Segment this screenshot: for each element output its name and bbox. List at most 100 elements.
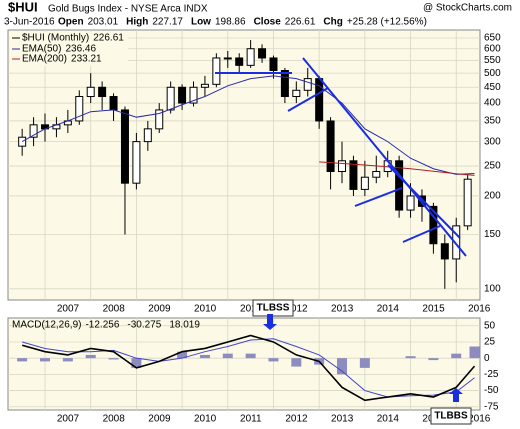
- y-tick-label: 450: [484, 82, 501, 93]
- x-tick-label: 2009: [148, 304, 171, 315]
- candle-body: [258, 48, 267, 59]
- x-tick-label: 2016: [468, 304, 491, 315]
- candle-body: [326, 120, 335, 173]
- annotation: TLBSS: [257, 303, 290, 314]
- y-tick-label: 100: [484, 283, 501, 294]
- ema-line: [319, 161, 475, 176]
- candle-body: [120, 109, 129, 184]
- y-tick-label: -25: [484, 369, 499, 380]
- histogram-bar: [428, 358, 439, 361]
- histogram-bar: [359, 358, 370, 368]
- x-tick-label: 2007: [57, 414, 80, 425]
- histogram-bar: [40, 358, 51, 362]
- histogram-bar: [62, 358, 73, 362]
- stat-value: +25.28 (+12.56%): [347, 17, 427, 28]
- stat-label: Chg: [323, 17, 342, 28]
- x-tick-label: 2011: [240, 304, 262, 315]
- x-tick-label: 2010: [194, 304, 217, 315]
- stat-value: 226.61: [285, 17, 316, 28]
- y-tick-label: 400: [484, 98, 501, 109]
- histogram-bar: [108, 358, 119, 360]
- chart-title: $HUI: [8, 0, 38, 14]
- candle-body: [452, 225, 461, 260]
- x-tick-label: 2010: [194, 414, 217, 425]
- y-tick-label: 50: [484, 320, 496, 331]
- histogram-bar: [469, 346, 480, 359]
- x-tick-label: 2012: [285, 304, 308, 315]
- histogram-bar: [131, 358, 142, 368]
- candle-body: [200, 83, 209, 88]
- legend-value: 236.46: [65, 44, 96, 55]
- trend-line: [402, 225, 441, 243]
- candle-body: [86, 86, 95, 98]
- candle-body: [189, 86, 198, 104]
- candle-body: [406, 195, 415, 211]
- histogram-bar: [199, 354, 210, 359]
- trend-line: [354, 187, 403, 207]
- candle-body: [29, 124, 38, 138]
- x-tick-label: 2016: [468, 414, 491, 425]
- x-tick-label: 2008: [103, 414, 126, 425]
- candle-body: [109, 96, 118, 111]
- candle-body: [395, 160, 404, 211]
- annotation-arrow: [263, 314, 277, 330]
- legend-value: 233.21: [71, 54, 102, 65]
- candle-body: [360, 176, 369, 190]
- histogram-bar: [291, 358, 302, 367]
- histogram-bar: [451, 353, 462, 359]
- histogram-bar: [177, 351, 188, 359]
- annotation: TLBBS: [434, 411, 468, 422]
- x-tick-label: 2011: [240, 414, 262, 425]
- legend-value: -30.275: [127, 320, 161, 331]
- stat-label: Open: [58, 17, 84, 28]
- legend-value: 226.61: [93, 33, 124, 44]
- y-tick-label: 250: [484, 161, 501, 172]
- y-tick-label: 350: [484, 116, 501, 127]
- x-tick-label: 2013: [331, 414, 354, 425]
- candle-body: [155, 109, 164, 130]
- macd-panel: 50 25 0 -25 -50 -75 2007 2008 2009 2010 2011 2012 20…: [7, 299, 499, 425]
- x-tick-label: 2008: [103, 304, 126, 315]
- candle-body: [223, 57, 232, 60]
- candle-body: [440, 243, 449, 260]
- candle-body: [98, 86, 107, 98]
- candle-body: [280, 70, 289, 98]
- y-tick-label: 650: [484, 33, 501, 44]
- stats: Open 203.01 High 227.17 Low 198.86 Close 226.61…: [58, 17, 427, 28]
- x-tick-label: 2009: [148, 414, 171, 425]
- legend-label: $HUI (Monthly): [22, 33, 89, 44]
- x-tick-label: 2012: [285, 414, 308, 425]
- candle-body: [246, 48, 255, 66]
- histogram-bar: [17, 358, 28, 362]
- legend-value: -12.256: [85, 320, 119, 331]
- candle-body: [372, 171, 381, 178]
- date: 3-Jun-2016: [4, 17, 55, 28]
- legend-value: 18.019: [169, 320, 200, 331]
- x-tick-label: 2014: [377, 414, 400, 425]
- stat-label: High: [126, 17, 148, 28]
- subtitle: Gold Bugs Index - NYSE Arca INDX: [48, 4, 208, 15]
- ema-line: [21, 75, 475, 175]
- watermark: @ StockCharts.com: [423, 3, 512, 14]
- x-tick-label: 2014: [377, 304, 400, 315]
- candle-body: [75, 96, 84, 122]
- stat-label: Close: [254, 17, 282, 28]
- x-tick-label: 2013: [331, 304, 354, 315]
- candle-body: [292, 89, 301, 98]
- plot-area: [7, 29, 481, 301]
- y-tick-label: 25: [484, 337, 496, 348]
- histogram-bar: [222, 353, 233, 359]
- histogram-bar: [245, 353, 256, 359]
- candle-body: [212, 57, 221, 85]
- y-tick-label: 550: [484, 55, 501, 66]
- legend-label: MACD(12,26,9): [12, 320, 81, 331]
- y-tick-label: 500: [484, 68, 501, 79]
- candle-body: [166, 86, 175, 111]
- y-tick-label: -75: [484, 401, 499, 412]
- legend-label: EMA(200): [22, 54, 67, 65]
- histogram-bar: [405, 356, 416, 359]
- y-tick-label: 200: [484, 191, 501, 202]
- candle-body: [349, 160, 358, 190]
